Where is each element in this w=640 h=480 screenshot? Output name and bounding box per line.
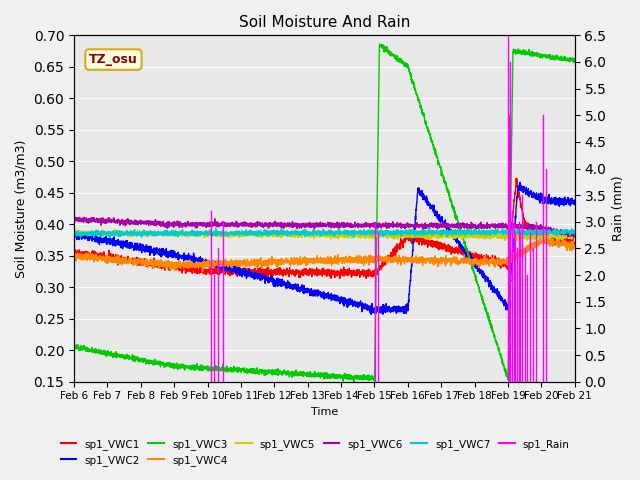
sp1_VWC4: [127, 256, 135, 262]
sp1_VWC7: [127, 229, 135, 235]
sp1_VWC6: [80, 215, 88, 220]
Line: sp1_VWC4: sp1_VWC4: [74, 237, 575, 272]
sp1_VWC2: [571, 202, 579, 207]
sp1_VWC1: [508, 230, 515, 236]
sp1_VWC7: [106, 235, 113, 240]
sp1_VWC6: [262, 220, 270, 226]
sp1_VWC4: [157, 259, 164, 265]
sp1_VWC5: [262, 231, 270, 237]
sp1_VWC4: [70, 252, 78, 257]
sp1_VWC1: [561, 237, 569, 243]
sp1_VWC3: [70, 346, 78, 351]
sp1_VWC3: [127, 355, 135, 361]
sp1_VWC7: [284, 228, 292, 234]
sp1_VWC1: [336, 276, 344, 281]
sp1_VWC6: [284, 223, 292, 228]
sp1_VWC6: [157, 222, 165, 228]
sp1_VWC2: [70, 234, 78, 240]
sp1_VWC7: [571, 232, 579, 238]
sp1_VWC5: [501, 238, 509, 243]
sp1_VWC5: [508, 233, 515, 239]
sp1_VWC4: [199, 269, 207, 275]
sp1_VWC3: [376, 41, 383, 47]
sp1_VWC3: [262, 368, 270, 374]
X-axis label: Time: Time: [311, 407, 338, 417]
sp1_VWC4: [262, 261, 270, 267]
sp1_VWC5: [561, 235, 569, 240]
sp1_VWC1: [284, 269, 292, 275]
sp1_VWC4: [538, 234, 545, 240]
sp1_VWC6: [571, 231, 579, 237]
sp1_VWC5: [157, 231, 165, 237]
sp1_VWC7: [425, 225, 433, 231]
sp1_VWC6: [127, 217, 135, 223]
Line: sp1_VWC2: sp1_VWC2: [74, 182, 575, 314]
sp1_VWC3: [571, 57, 579, 62]
sp1_VWC6: [508, 223, 515, 228]
sp1_VWC3: [284, 371, 292, 377]
sp1_VWC2: [284, 278, 292, 284]
sp1_VWC6: [570, 234, 578, 240]
sp1_VWC3: [561, 56, 569, 62]
sp1_VWC1: [127, 257, 135, 263]
sp1_VWC5: [111, 227, 119, 233]
sp1_VWC1: [70, 249, 78, 254]
sp1_VWC2: [127, 245, 135, 251]
Line: sp1_VWC7: sp1_VWC7: [74, 228, 575, 238]
sp1_VWC2: [508, 267, 515, 273]
Line: sp1_VWC6: sp1_VWC6: [74, 217, 575, 237]
Legend: sp1_VWC1, sp1_VWC2, sp1_VWC3, sp1_VWC4, sp1_VWC5, sp1_VWC6, sp1_VWC7, sp1_Rain: sp1_VWC1, sp1_VWC2, sp1_VWC3, sp1_VWC4, …: [56, 434, 574, 470]
sp1_VWC7: [561, 229, 569, 235]
sp1_VWC7: [157, 229, 165, 235]
sp1_VWC3: [157, 361, 164, 367]
sp1_VWC6: [561, 231, 569, 237]
Y-axis label: Soil Moisture (m3/m3): Soil Moisture (m3/m3): [15, 139, 28, 278]
Text: TZ_osu: TZ_osu: [89, 53, 138, 66]
sp1_VWC2: [157, 248, 164, 254]
sp1_VWC4: [284, 259, 292, 264]
Line: sp1_VWC5: sp1_VWC5: [74, 230, 575, 240]
sp1_VWC7: [70, 230, 78, 236]
sp1_VWC4: [561, 240, 569, 246]
sp1_VWC3: [350, 379, 358, 384]
sp1_VWC3: [508, 159, 515, 165]
Line: sp1_VWC3: sp1_VWC3: [74, 44, 575, 382]
Title: Soil Moisture And Rain: Soil Moisture And Rain: [239, 15, 410, 30]
sp1_VWC2: [262, 276, 270, 282]
sp1_VWC1: [157, 265, 164, 271]
Y-axis label: Rain (mm): Rain (mm): [612, 176, 625, 241]
Line: sp1_VWC1: sp1_VWC1: [74, 178, 575, 278]
sp1_VWC7: [262, 231, 270, 237]
sp1_VWC4: [571, 245, 579, 251]
sp1_VWC7: [508, 228, 515, 234]
sp1_VWC5: [70, 229, 78, 235]
sp1_VWC1: [262, 271, 270, 277]
sp1_VWC2: [561, 198, 569, 204]
sp1_VWC5: [571, 234, 579, 240]
sp1_VWC4: [508, 257, 515, 263]
sp1_VWC2: [516, 180, 524, 185]
sp1_VWC5: [127, 229, 135, 235]
sp1_VWC1: [513, 175, 520, 181]
sp1_VWC6: [70, 216, 78, 222]
sp1_VWC5: [284, 232, 292, 238]
sp1_VWC2: [367, 312, 375, 317]
sp1_VWC1: [571, 240, 579, 246]
